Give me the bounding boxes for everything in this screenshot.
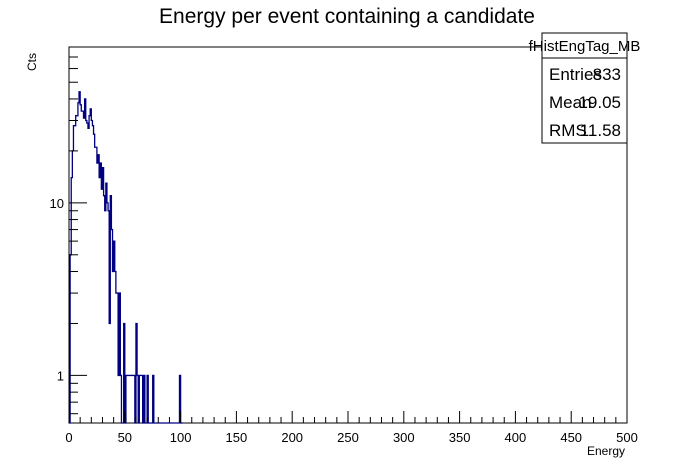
histogram-bars	[69, 91, 183, 424]
histogram-bar	[124, 323, 125, 423]
histogram-bar	[107, 203, 108, 423]
x-axis-label: Energy	[587, 444, 625, 458]
histogram-bar	[95, 147, 96, 423]
stats-entries-label: Entries	[549, 65, 602, 84]
histogram-bar	[102, 168, 103, 423]
stats-mean-label: Mean	[549, 93, 592, 112]
x-tick-label: 200	[281, 430, 303, 445]
y-axis-label: Cts	[25, 53, 39, 71]
histogram-bar	[129, 375, 130, 423]
histogram-bar	[94, 134, 95, 423]
histogram-bar	[86, 121, 87, 423]
histogram-bar	[142, 375, 143, 423]
histogram-bar	[81, 111, 82, 423]
x-tick-label: 400	[505, 430, 527, 445]
chart-title: Energy per event containing a candidate	[159, 5, 535, 28]
histogram-bar	[105, 211, 106, 423]
x-tick-label: 150	[226, 430, 248, 445]
histogram-bar	[120, 375, 121, 423]
histogram-bar	[113, 272, 114, 423]
y-tick-label: 10	[50, 196, 64, 211]
histogram-bar	[71, 178, 72, 423]
histogram-bar	[72, 151, 73, 423]
histogram-bar	[82, 111, 83, 423]
histogram-bar	[132, 375, 133, 423]
histogram-bar	[140, 375, 141, 423]
histogram-bar	[75, 126, 76, 423]
histogram-bar	[73, 126, 74, 423]
x-axis-ticks: 0 50 100 150 200 250 300 350 400 450 500	[65, 411, 638, 445]
histogram-bar	[91, 121, 92, 423]
x-tick-label: 450	[560, 430, 582, 445]
histogram-bar	[87, 123, 88, 423]
histogram-bar	[127, 375, 128, 423]
histogram-bar	[130, 375, 131, 423]
histogram-bar	[119, 293, 120, 423]
histogram-bar	[70, 255, 71, 423]
histogram-bar	[79, 92, 80, 423]
stats-rms-value: 11.58	[580, 121, 621, 140]
histogram-bar	[77, 116, 78, 423]
histogram-bar	[84, 118, 85, 423]
histogram-bar	[117, 293, 118, 423]
histogram-bar	[139, 375, 140, 423]
histogram-bar	[90, 109, 91, 423]
x-tick-label: 300	[393, 430, 415, 445]
histogram-bar	[88, 128, 89, 423]
histogram-bar	[101, 189, 102, 423]
histogram-bar	[104, 196, 105, 423]
histogram-bar	[89, 116, 90, 423]
histogram-bar	[92, 126, 93, 423]
histogram-bar	[116, 293, 117, 423]
histogram-bar	[147, 375, 148, 423]
x-tick-label: 100	[170, 430, 192, 445]
histogram-bar	[153, 375, 154, 423]
histogram-bar	[76, 116, 77, 423]
histogram-bar	[114, 241, 115, 423]
histogram-bar	[85, 99, 86, 423]
x-tick-label: 350	[449, 430, 471, 445]
stats-box: fHistEngTag_MB Entries 833 Mean 19.05 RM…	[529, 32, 641, 144]
histogram-bar	[111, 230, 112, 423]
x-tick-label: 500	[616, 430, 638, 445]
histogram-bar	[110, 196, 111, 423]
histogram-bar	[106, 183, 107, 423]
histogram-bar	[98, 155, 99, 423]
histogram-bar	[99, 178, 100, 423]
histogram-bar	[100, 163, 101, 423]
histogram-bar	[133, 375, 134, 423]
stats-rms-label: RMS	[549, 121, 587, 140]
stats-box-title: fHistEngTag_MB	[529, 38, 641, 55]
y-axis-ticks: 1 10	[50, 46, 87, 415]
histogram-bar	[134, 375, 135, 423]
histogram-bar	[96, 147, 97, 423]
histogram-bar	[136, 323, 137, 423]
histogram-bar	[118, 375, 119, 423]
histogram-bar	[97, 163, 98, 423]
histogram-outline	[69, 91, 183, 424]
histogram-bar	[109, 323, 110, 423]
stats-box-frame	[541, 32, 628, 144]
stats-mean-value: 19.05	[578, 93, 621, 112]
x-tick-label: 250	[337, 430, 359, 445]
histogram-bar	[128, 375, 129, 423]
histogram-bar	[144, 375, 145, 423]
histogram-bar	[137, 375, 138, 423]
histogram-bar	[108, 211, 109, 423]
histogram-bar	[126, 375, 127, 423]
stats-entries-value: 833	[593, 65, 621, 84]
y-tick-label: 1	[57, 368, 64, 383]
x-tick-label: 0	[65, 430, 72, 445]
x-tick-label: 50	[118, 430, 132, 445]
histogram-bar	[115, 272, 116, 423]
